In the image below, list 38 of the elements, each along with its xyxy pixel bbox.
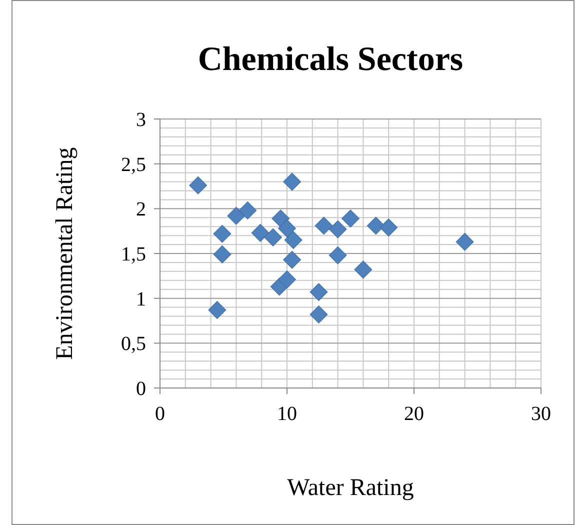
point	[238, 202, 257, 220]
point	[310, 306, 328, 324]
y-tick-label: 1,5	[121, 244, 146, 266]
y-tick-label: 2,5	[121, 154, 146, 176]
point	[251, 224, 270, 242]
point	[208, 301, 226, 319]
y-tick-label: 0,5	[121, 333, 146, 356]
point	[264, 228, 282, 246]
point	[189, 176, 208, 194]
point	[213, 224, 232, 243]
point	[354, 260, 372, 279]
y-tick-label: 2	[136, 198, 146, 221]
point	[456, 232, 474, 251]
y-axis-title: Environmental Rating	[52, 147, 78, 360]
point	[328, 220, 347, 238]
x-tick-label: 0	[155, 403, 165, 425]
point	[342, 210, 360, 228]
point	[284, 231, 302, 250]
point	[283, 250, 302, 269]
x-tick-label: 10	[277, 403, 297, 425]
point	[283, 172, 302, 191]
point	[272, 210, 290, 228]
point	[227, 206, 246, 225]
point	[366, 216, 385, 235]
x-tick-label: 20	[404, 403, 424, 425]
point	[278, 270, 296, 288]
chart-title: Chemicals Sectors	[198, 41, 464, 78]
y-tick-label: 0	[136, 378, 146, 400]
point	[380, 218, 398, 236]
point	[278, 219, 296, 238]
x-tick-label: 30	[531, 403, 551, 425]
y-tick-label: 1	[136, 288, 146, 310]
point	[328, 246, 347, 264]
point	[213, 245, 232, 264]
x-axis-title: Water Rating	[287, 475, 414, 501]
y-tick-label: 3	[136, 109, 146, 131]
point	[310, 283, 328, 302]
point	[314, 216, 333, 235]
